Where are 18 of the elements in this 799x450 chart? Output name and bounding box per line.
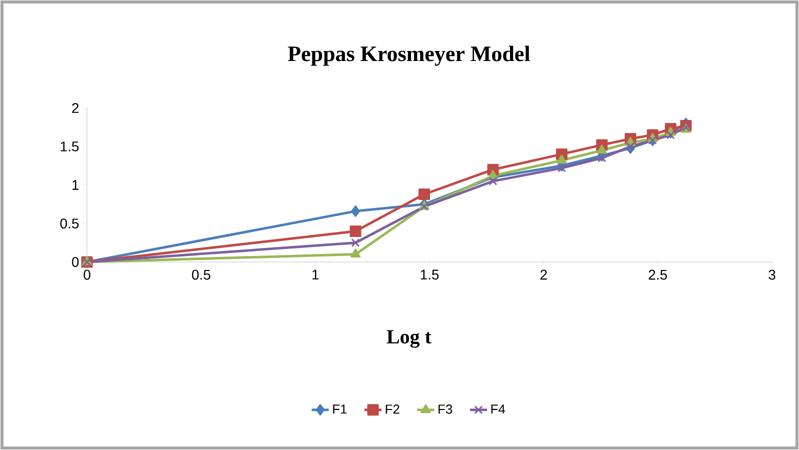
x-tick-label: 3: [768, 270, 776, 280]
x-tick-label: 1: [312, 270, 319, 280]
y-tick-label: 1: [72, 180, 79, 190]
legend-label: F4: [491, 404, 506, 414]
legend-label: F3: [438, 404, 452, 414]
x-tick-label: 2.5: [648, 270, 667, 280]
x-tick-label: 1.5: [420, 270, 439, 280]
x-tick-label: 0.5: [192, 270, 210, 280]
y-tick-label: 2: [72, 103, 79, 113]
y-tick-label: 1.5: [60, 142, 79, 152]
legend-label: F1: [333, 404, 347, 414]
y-tick-label: 0: [72, 257, 79, 267]
chart-title: Peppas Krosmeyer Model: [288, 46, 530, 66]
x-tick-label: 0: [84, 270, 90, 280]
legend-label: F2: [386, 404, 400, 414]
x-tick-label: 2: [540, 270, 547, 280]
y-tick-label: 0.5: [60, 218, 79, 228]
x-axis-title: Log t: [386, 330, 432, 348]
